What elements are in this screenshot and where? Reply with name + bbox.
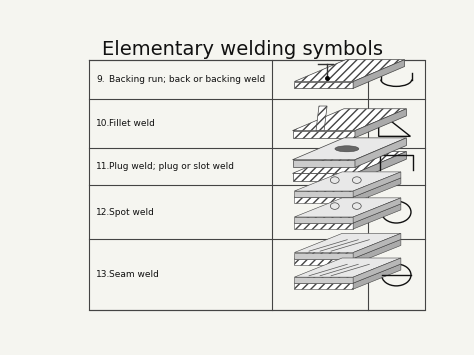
Polygon shape <box>292 109 406 131</box>
Polygon shape <box>353 264 401 289</box>
Polygon shape <box>294 264 401 283</box>
Text: 12.: 12. <box>96 208 110 217</box>
Polygon shape <box>294 223 353 229</box>
Polygon shape <box>355 152 406 181</box>
Polygon shape <box>294 198 401 217</box>
Polygon shape <box>294 60 405 82</box>
Polygon shape <box>294 252 353 258</box>
Polygon shape <box>294 178 401 197</box>
Polygon shape <box>294 217 353 223</box>
Polygon shape <box>353 233 401 258</box>
Polygon shape <box>294 204 401 223</box>
Polygon shape <box>292 131 355 138</box>
Polygon shape <box>316 106 327 131</box>
Polygon shape <box>294 258 401 277</box>
Polygon shape <box>294 258 353 264</box>
Text: Plug weld; plug or slot weld: Plug weld; plug or slot weld <box>109 162 234 171</box>
Text: 10.: 10. <box>96 119 110 128</box>
Polygon shape <box>353 258 401 283</box>
Text: Backing run; back or backing weld: Backing run; back or backing weld <box>109 75 265 84</box>
Ellipse shape <box>335 146 359 152</box>
Polygon shape <box>294 172 401 191</box>
Polygon shape <box>294 82 353 88</box>
Polygon shape <box>355 109 406 138</box>
Text: Spot weld: Spot weld <box>109 208 154 217</box>
Text: Seam weld: Seam weld <box>109 271 159 279</box>
Polygon shape <box>294 191 353 197</box>
Text: Fillet weld: Fillet weld <box>109 119 155 128</box>
Polygon shape <box>353 239 401 264</box>
Polygon shape <box>294 277 353 283</box>
Polygon shape <box>294 239 401 258</box>
Text: 13.: 13. <box>96 271 110 279</box>
Polygon shape <box>353 60 405 88</box>
Polygon shape <box>294 283 353 289</box>
Polygon shape <box>294 197 353 203</box>
Polygon shape <box>353 204 401 229</box>
Polygon shape <box>292 160 355 168</box>
Polygon shape <box>353 178 401 203</box>
Text: 9.: 9. <box>96 75 105 84</box>
Polygon shape <box>294 233 401 252</box>
Polygon shape <box>292 152 406 173</box>
Text: 11.: 11. <box>96 162 110 171</box>
Polygon shape <box>355 138 406 168</box>
Polygon shape <box>292 173 355 181</box>
Polygon shape <box>353 198 401 223</box>
Text: Elementary welding symbols: Elementary welding symbols <box>102 40 383 59</box>
Polygon shape <box>292 138 406 160</box>
Polygon shape <box>353 172 401 197</box>
